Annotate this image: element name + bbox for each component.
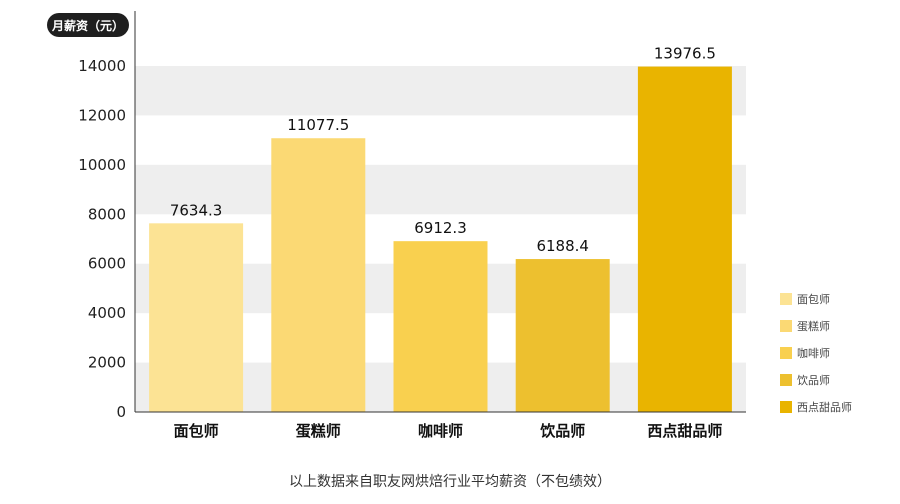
y-axis-title-background: [47, 13, 129, 37]
x-category-label: 面包师: [174, 422, 219, 440]
legend-swatch: [780, 347, 792, 359]
bar-value-label: 6912.3: [414, 219, 467, 237]
legend-swatch: [780, 401, 792, 413]
legend-label: 饮品师: [797, 374, 830, 387]
y-tick-label: 4000: [88, 304, 126, 322]
bar-value-label: 6188.4: [536, 237, 589, 255]
y-tick-label: 0: [116, 403, 126, 421]
bar: [149, 223, 244, 412]
x-category-label: 西点甜品师: [647, 422, 722, 440]
x-category-label: 咖啡师: [418, 422, 463, 440]
legend-swatch: [780, 293, 792, 305]
y-axis: 0 2000 4000 6000 8000 10000 12000 14000: [78, 11, 136, 421]
bar-value-label: 11077.5: [287, 116, 349, 134]
x-category-label: 蛋糕师: [296, 422, 341, 440]
bar: [637, 66, 732, 413]
y-tick-label: 6000: [88, 255, 126, 273]
legend-swatch: [780, 374, 792, 386]
x-category-label: 饮品师: [539, 422, 585, 440]
bar: [393, 241, 488, 412]
bar: [271, 138, 366, 413]
bars: 7634.3 11077.5 6912.3 6188.4 13976.5: [149, 45, 732, 413]
legend-swatch: [780, 320, 792, 332]
y-tick-label: 2000: [88, 354, 126, 372]
legend-label: 西点甜品师: [797, 401, 852, 414]
legend-label: 面包师: [797, 293, 830, 306]
y-axis-title-badge: 月薪资（元）: [47, 13, 129, 37]
y-tick-label: 10000: [78, 156, 126, 174]
x-axis: 面包师 蛋糕师 咖啡师 饮品师 西点甜品师: [135, 411, 746, 440]
bar-value-label: 7634.3: [170, 201, 223, 219]
legend-label: 蛋糕师: [797, 319, 830, 333]
legend-label: 咖啡师: [797, 346, 830, 360]
bar: [515, 259, 610, 412]
chart-footnote: 以上数据来自职友网烘焙行业平均薪资（不包绩效）: [289, 474, 611, 490]
y-axis-title: 月薪资（元）: [51, 18, 124, 33]
y-tick-label: 12000: [78, 106, 126, 124]
bar-value-label: 13976.5: [654, 45, 716, 63]
y-tick-label: 14000: [78, 57, 126, 75]
y-tick-label: 8000: [88, 205, 126, 223]
